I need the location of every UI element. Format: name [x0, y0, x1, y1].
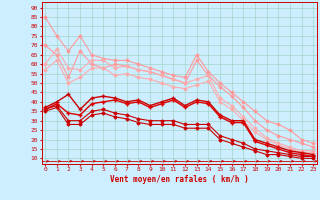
X-axis label: Vent moyen/en rafales ( km/h ): Vent moyen/en rafales ( km/h ): [110, 175, 249, 184]
